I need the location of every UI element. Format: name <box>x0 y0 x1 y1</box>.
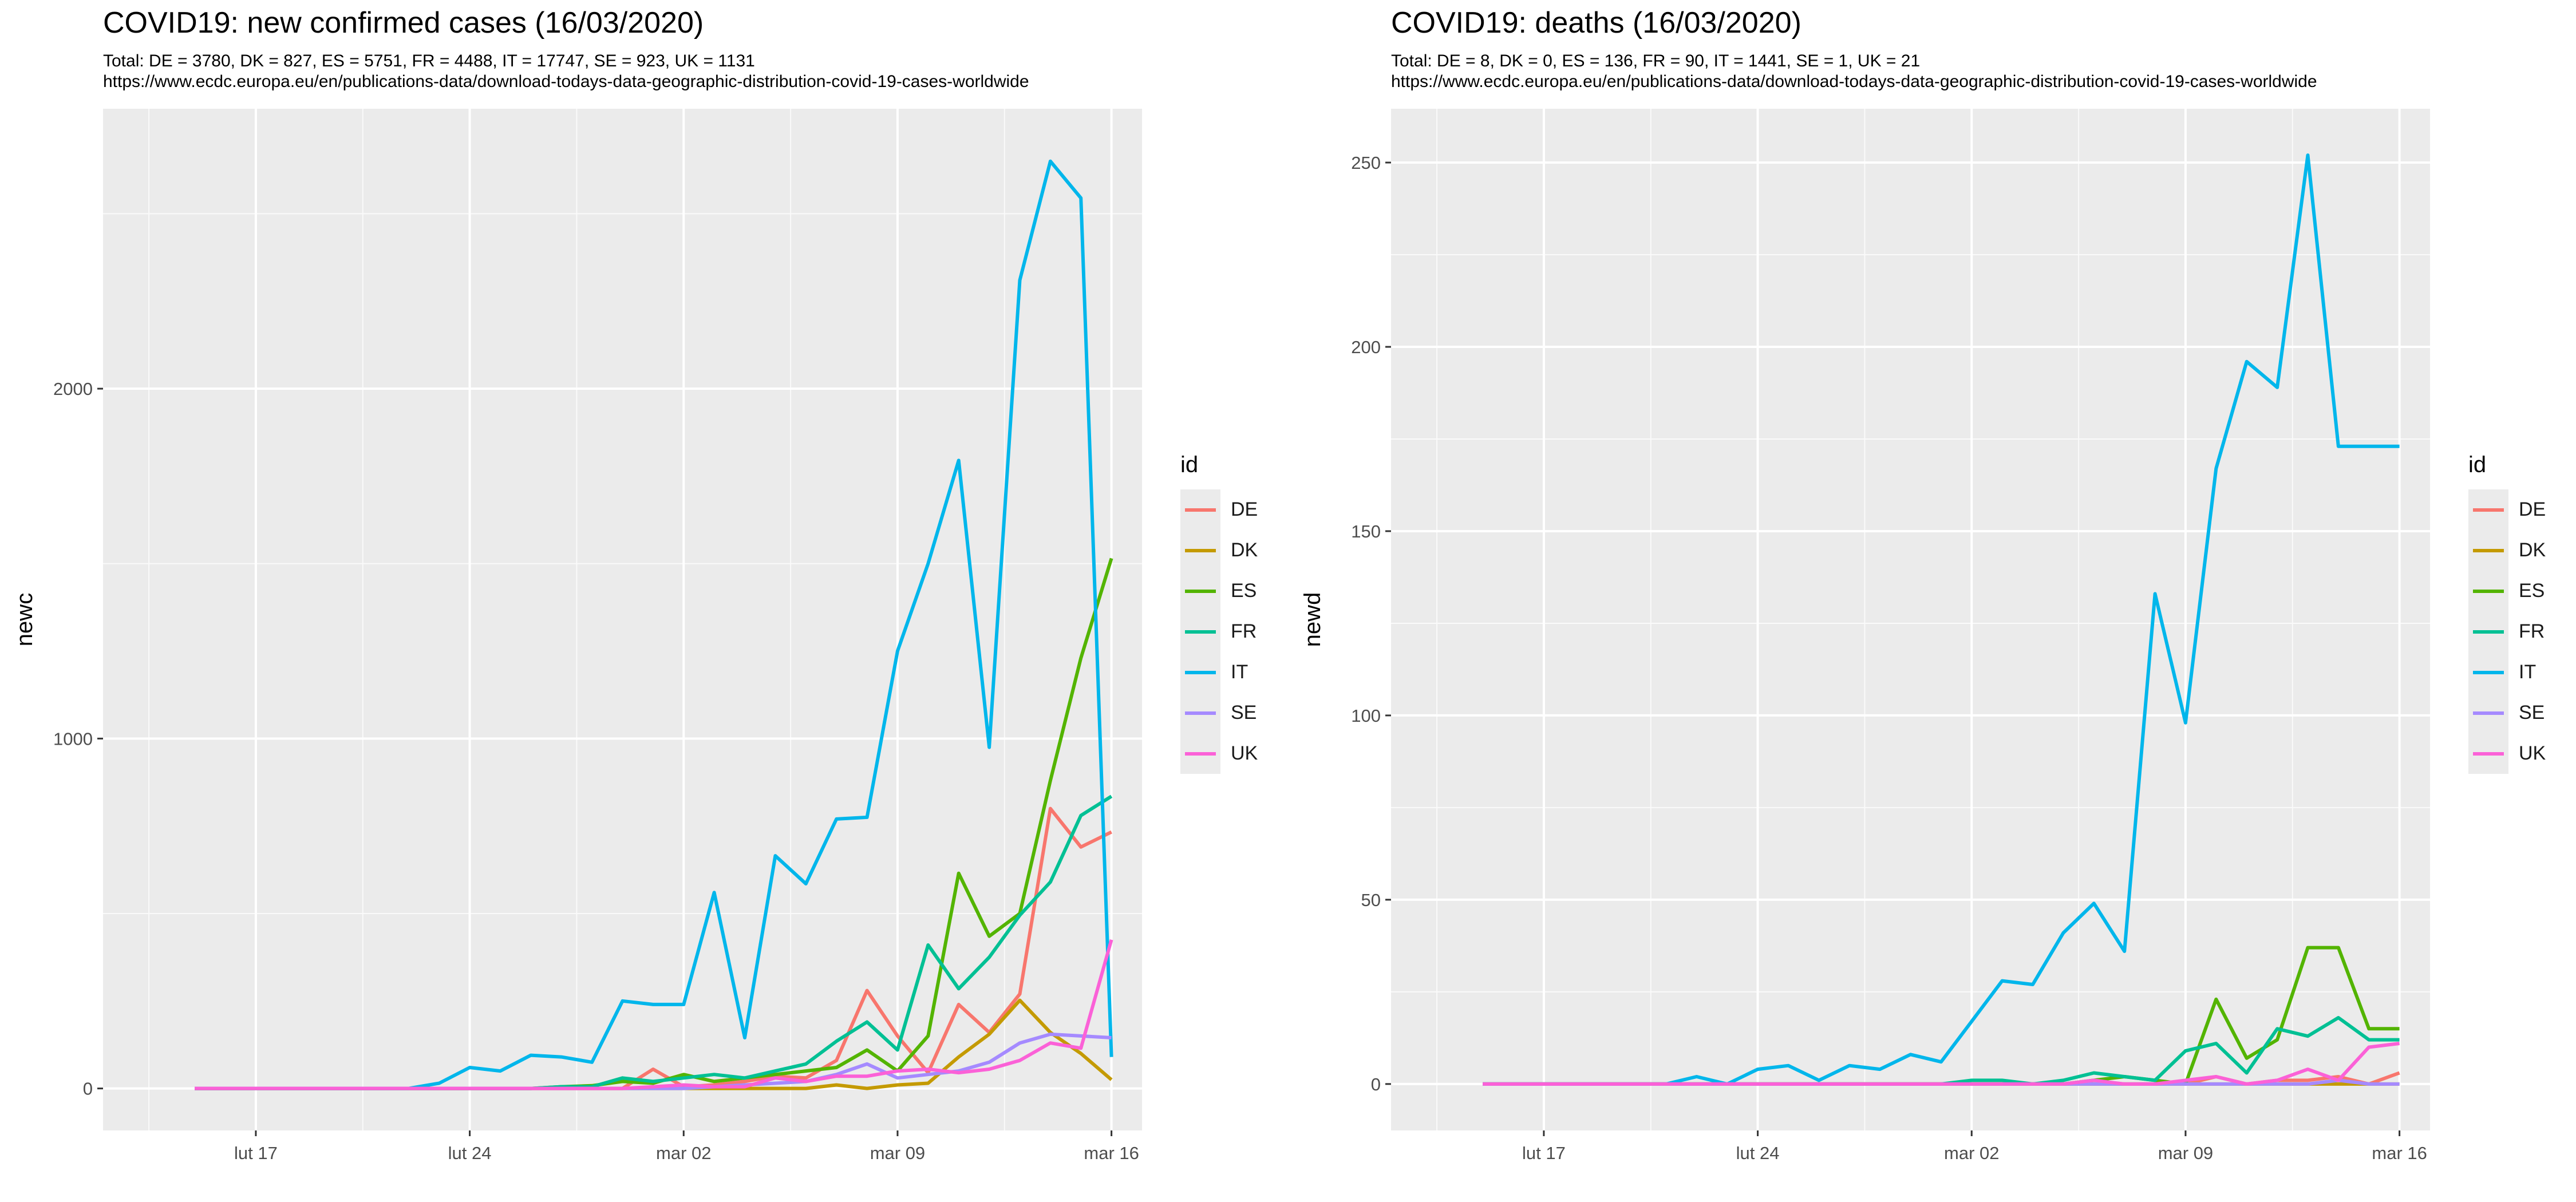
x-tick-label: lut 17 <box>1522 1143 1566 1163</box>
y-tick-label: 100 <box>1351 706 1381 726</box>
legend-item-se: SE <box>2468 693 2546 733</box>
legend-label: DE <box>1231 499 1258 520</box>
legend-item-it: IT <box>1180 652 1258 693</box>
legend-key <box>2468 489 2508 530</box>
legend-label: DK <box>2519 539 2546 561</box>
legend-label: FR <box>2519 620 2545 642</box>
legend-key <box>2468 571 2508 611</box>
plot-background <box>103 109 1142 1130</box>
legend-key <box>1180 571 1220 611</box>
legend-key <box>1180 652 1220 693</box>
chart-subtitle: Total: DE = 3780, DK = 827, ES = 5751, F… <box>103 52 755 70</box>
x-tick-label: lut 17 <box>234 1143 278 1163</box>
legend-swatch <box>1185 590 1216 593</box>
legend-item-es: ES <box>1180 571 1258 611</box>
legend-swatch <box>2473 671 2504 674</box>
legend-item-uk: UK <box>1180 733 1258 774</box>
legend-item-es: ES <box>2468 571 2546 611</box>
x-tick-label: mar 02 <box>656 1143 711 1163</box>
legend-item-it: IT <box>2468 652 2546 693</box>
legend-label: UK <box>1231 742 1258 764</box>
legend-key <box>1180 693 1220 733</box>
legend-swatch <box>1185 549 1216 552</box>
x-tick-label: mar 16 <box>2372 1143 2427 1163</box>
legend-swatch <box>2473 549 2504 552</box>
legend-label: ES <box>1231 580 1257 602</box>
x-tick-label: mar 09 <box>870 1143 925 1163</box>
chart-title: COVID19: new confirmed cases (16/03/2020… <box>103 6 704 39</box>
legend-key <box>2468 530 2508 571</box>
legend-label: ES <box>2519 580 2545 602</box>
chart-panel-new-cases: COVID19: new confirmed cases (16/03/2020… <box>12 6 1258 1163</box>
legend-item-fr: FR <box>2468 611 2546 652</box>
legend-swatch <box>1185 630 1216 634</box>
series-line-uk <box>1483 1042 2400 1086</box>
y-tick-label: 50 <box>1361 890 1381 910</box>
chart-subtitle: Total: DE = 8, DK = 0, ES = 136, FR = 90… <box>1391 52 1921 70</box>
y-tick-label: 200 <box>1351 337 1381 357</box>
legend: id DE DK ES FR IT SE UK <box>1180 452 1258 774</box>
legend-label: SE <box>2519 702 2545 723</box>
legend-key <box>1180 489 1220 530</box>
y-tick-label: 1000 <box>53 729 93 749</box>
legend-swatch <box>2473 752 2504 756</box>
legend-swatch <box>1185 671 1216 674</box>
legend-key <box>1180 611 1220 652</box>
legend-key <box>2468 693 2508 733</box>
legend-label: IT <box>1231 661 1249 683</box>
y-axis-label: newc <box>12 593 37 646</box>
x-tick-label: lut 24 <box>448 1143 492 1163</box>
legend-label: IT <box>2519 661 2537 683</box>
legend-swatch <box>1185 752 1216 756</box>
x-tick-label: lut 24 <box>1736 1143 1780 1163</box>
chart-source: https://www.ecdc.europa.eu/en/publicatio… <box>103 72 1029 91</box>
y-tick-label: 0 <box>83 1079 93 1099</box>
legend-swatch <box>1185 711 1216 715</box>
legend-item-uk: UK <box>2468 733 2546 774</box>
series-line-uk <box>195 939 1113 1090</box>
legend-item-se: SE <box>1180 693 1258 733</box>
legend-title: id <box>1180 452 1199 477</box>
chart-source: https://www.ecdc.europa.eu/en/publicatio… <box>1391 72 2317 91</box>
legend-label: DK <box>1231 539 1258 561</box>
legend-item-fr: FR <box>1180 611 1258 652</box>
legend-item-dk: DK <box>2468 530 2546 571</box>
legend-item-de: DE <box>1180 489 1258 530</box>
legend: id DE DK ES FR IT SE UK <box>2468 452 2546 774</box>
legend-label: DE <box>2519 499 2546 520</box>
legend-swatch <box>1185 508 1216 512</box>
legend-key <box>2468 652 2508 693</box>
chart-title: COVID19: deaths (16/03/2020) <box>1391 6 1801 39</box>
chart-panel-deaths: COVID19: deaths (16/03/2020) Total: DE =… <box>1288 0 2576 1202</box>
legend-label: FR <box>1231 620 1257 642</box>
y-tick-label: 150 <box>1351 521 1381 541</box>
line-chart-new-cases: 0 1000 2000 lut 17 lut 24 mar 02 mar 09 mar 16 n… <box>12 109 1142 1163</box>
legend-swatch <box>2473 711 2504 715</box>
legend-swatch <box>2473 508 2504 512</box>
x-tick-label: mar 16 <box>1084 1143 1139 1163</box>
plot-background <box>1391 109 2430 1130</box>
y-tick-label: 2000 <box>53 379 93 399</box>
legend-key <box>2468 733 2508 774</box>
y-tick-label: 0 <box>1371 1074 1381 1094</box>
legend-key <box>2468 611 2508 652</box>
legend-label: UK <box>2519 742 2546 764</box>
legend-title: id <box>2468 452 2487 477</box>
legend-item-dk: DK <box>1180 530 1258 571</box>
x-tick-label: mar 02 <box>1944 1143 1999 1163</box>
legend-key <box>1180 530 1220 571</box>
legend-key <box>1180 733 1220 774</box>
legend-item-de: DE <box>2468 489 2546 530</box>
x-tick-label: mar 09 <box>2158 1143 2213 1163</box>
line-chart-deaths: 0 50 100 150 200 250 lut 17 lut 24 mar 02 mar 09 m… <box>1300 109 2430 1163</box>
y-tick-label: 250 <box>1351 153 1381 173</box>
legend-swatch <box>2473 630 2504 634</box>
y-axis-label: newd <box>1300 592 1325 647</box>
legend-swatch <box>2473 590 2504 593</box>
legend-label: SE <box>1231 702 1257 723</box>
